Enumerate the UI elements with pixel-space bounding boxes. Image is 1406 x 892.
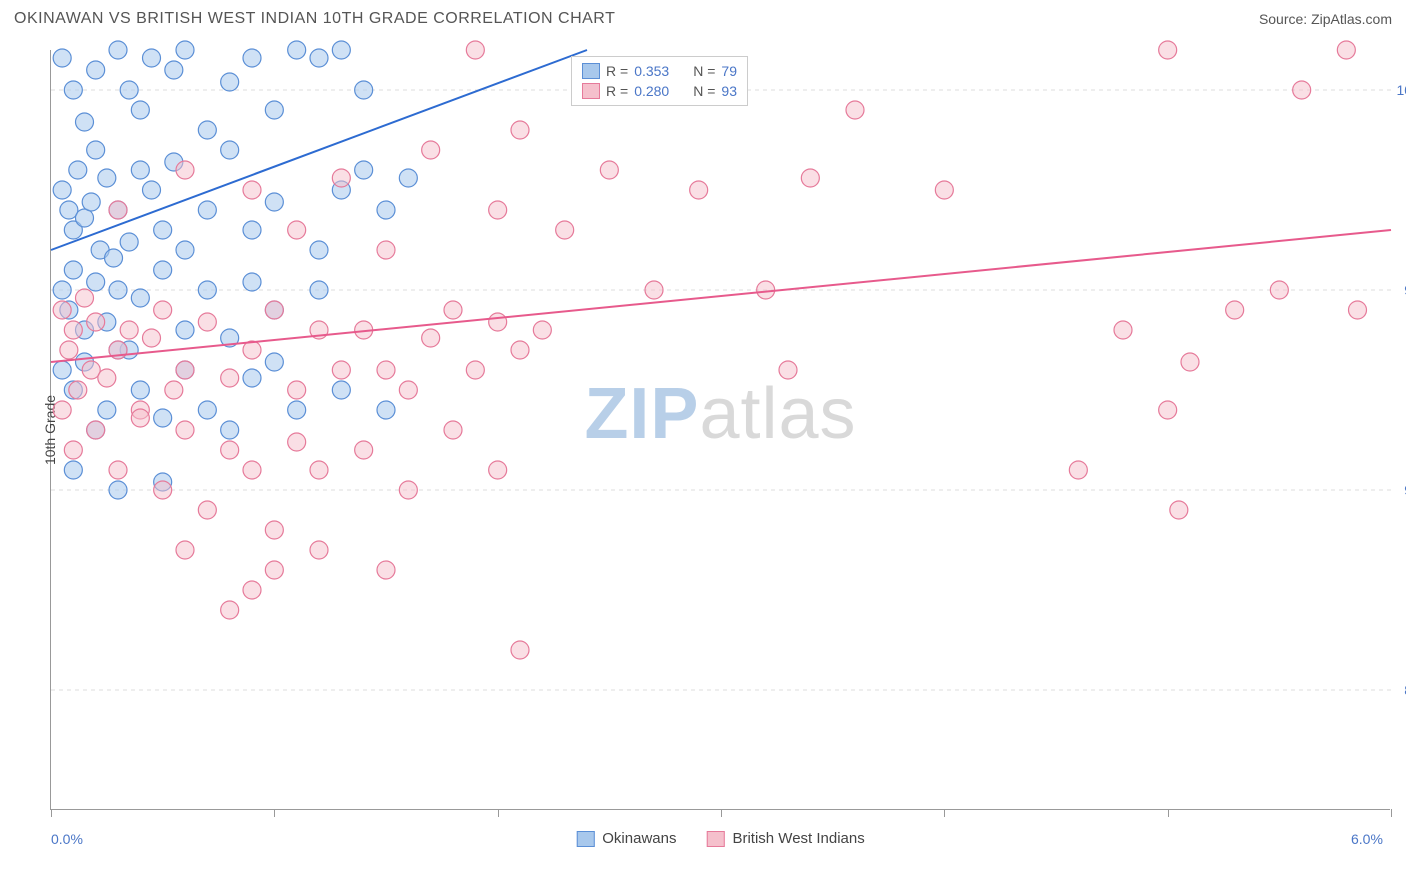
legend-swatch [582, 63, 600, 79]
legend-r-value: 0.280 [634, 83, 669, 99]
legend-r-label: R = [606, 83, 628, 99]
legend-label: British West Indians [732, 830, 864, 847]
bwi-regression-line [51, 230, 1391, 362]
x-tick-label: 0.0% [51, 831, 83, 847]
legend-swatch [706, 831, 724, 847]
legend-row-okinawans: R = 0.353 N = 79 [582, 61, 737, 81]
chart-source: Source: ZipAtlas.com [1259, 11, 1392, 27]
x-tick-label: 6.0% [1351, 831, 1383, 847]
legend-label: Okinawans [602, 830, 676, 847]
legend-n-label: N = [693, 83, 715, 99]
regression-layer [51, 50, 1391, 810]
legend-n-label: N = [693, 63, 715, 79]
legend-r-label: R = [606, 63, 628, 79]
y-tick-label: 100.0% [1397, 82, 1406, 98]
legend-n-value: 93 [721, 83, 737, 99]
x-tick-mark [944, 809, 945, 817]
x-tick-mark [274, 809, 275, 817]
legend-swatch [582, 83, 600, 99]
x-tick-mark [51, 809, 52, 817]
chart-container: OKINAWAN VS BRITISH WEST INDIAN 10TH GRA… [0, 0, 1406, 892]
chart-header: OKINAWAN VS BRITISH WEST INDIAN 10TH GRA… [0, 0, 1406, 32]
legend-n-value: 79 [721, 63, 737, 79]
bottom-legend-item: Okinawans [576, 830, 676, 847]
legend-swatch [576, 831, 594, 847]
x-tick-mark [498, 809, 499, 817]
legend-row-bwi: R = 0.280 N = 93 [582, 81, 737, 101]
plot-area: 10th Grade ZIPatlas 85.0%90.0%95.0%100.0… [50, 50, 1390, 810]
x-tick-mark [1168, 809, 1169, 817]
correlation-legend: R = 0.353 N = 79 R = 0.280 N = 93 [571, 56, 748, 106]
x-tick-mark [1391, 809, 1392, 817]
bottom-legend-item: British West Indians [706, 830, 864, 847]
series-legend: Okinawans British West Indians [576, 830, 864, 847]
x-tick-mark [721, 809, 722, 817]
okinawans-regression-line [51, 50, 587, 250]
chart-title: OKINAWAN VS BRITISH WEST INDIAN 10TH GRA… [14, 10, 615, 28]
legend-r-value: 0.353 [634, 63, 669, 79]
